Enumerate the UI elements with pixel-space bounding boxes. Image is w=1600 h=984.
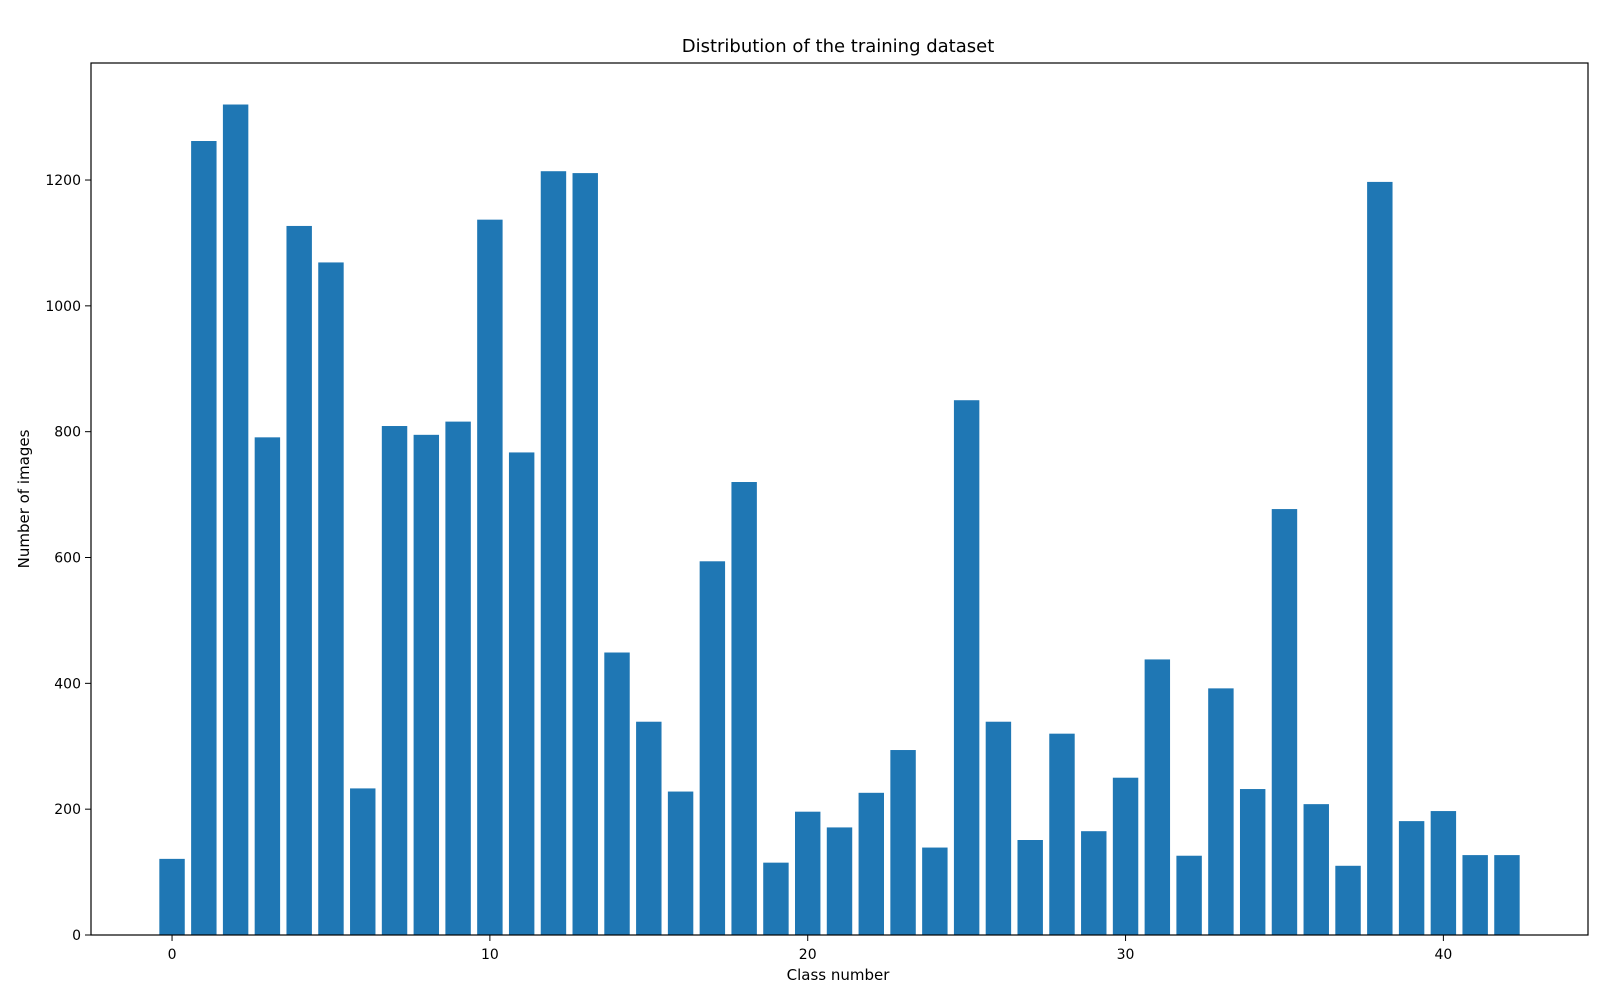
bar-class-20: [795, 811, 821, 935]
bar-class-6: [350, 788, 376, 935]
bar-class-9: [445, 421, 471, 935]
bar-class-8: [413, 434, 440, 935]
bar-class-17: [699, 561, 726, 935]
bar-class-31: [1144, 659, 1171, 935]
bar-class-29: [1081, 831, 1107, 935]
bar-class-23: [890, 750, 916, 935]
y-axis-ticks: 0 200 400 600 800 1000 1200: [45, 173, 91, 944]
bar-class-5: [318, 262, 344, 935]
bar-class-0: [159, 858, 185, 935]
bar-class-22: [858, 792, 884, 935]
x-axis-label: Class number: [787, 966, 891, 984]
bar-class-11: [508, 452, 535, 935]
bar-class-34: [1239, 789, 1266, 935]
x-tick-label: 10: [481, 947, 499, 963]
bar-class-16: [667, 791, 694, 935]
y-tick-label: 200: [54, 802, 81, 818]
bar-class-4: [286, 225, 312, 935]
bar-class-36: [1303, 804, 1329, 935]
bar-class-18: [731, 482, 757, 935]
bar-class-28: [1049, 733, 1075, 935]
bar-class-25: [953, 400, 980, 936]
bar-class-7: [381, 426, 408, 935]
y-tick-label: 0: [72, 928, 81, 944]
bars-group: [159, 104, 1520, 936]
x-tick-label: 40: [1434, 947, 1452, 963]
bar-class-15: [636, 721, 662, 935]
bar-class-42: [1494, 855, 1520, 935]
bar-class-19: [763, 862, 789, 935]
bar-class-12: [540, 171, 567, 935]
bar-class-37: [1335, 865, 1361, 935]
bar-class-21: [826, 827, 853, 935]
bar-class-38: [1367, 181, 1393, 935]
x-tick-label: 30: [1117, 947, 1135, 963]
bar-class-32: [1176, 855, 1202, 935]
bar-class-2: [222, 104, 249, 935]
bar-class-13: [572, 173, 598, 936]
bar-class-1: [191, 141, 217, 935]
x-tick-label: 0: [168, 947, 177, 963]
y-tick-label: 1000: [45, 299, 81, 315]
bar-class-39: [1398, 821, 1425, 935]
y-tick-label: 600: [54, 551, 81, 567]
bar-class-26: [985, 721, 1012, 935]
y-tick-label: 800: [54, 425, 81, 441]
bar-class-33: [1208, 688, 1234, 935]
x-tick-label: 20: [799, 947, 817, 963]
y-axis-label: Number of images: [15, 429, 33, 568]
bar-class-40: [1430, 811, 1457, 935]
bar-class-27: [1017, 840, 1043, 935]
y-tick-label: 400: [54, 676, 81, 692]
bar-class-14: [604, 652, 630, 935]
bar-class-35: [1271, 509, 1298, 935]
bar-class-10: [477, 219, 503, 935]
bar-class-24: [922, 847, 948, 935]
chart-title: Distribution of the training dataset: [682, 36, 995, 57]
bar-class-30: [1112, 777, 1139, 935]
plot-frame: [90, 62, 1589, 936]
x-axis-ticks: 0 10 20 30 40: [168, 935, 1452, 963]
y-tick-label: 1200: [45, 173, 81, 189]
bar-class-41: [1462, 855, 1488, 935]
bar-class-3: [254, 437, 281, 935]
